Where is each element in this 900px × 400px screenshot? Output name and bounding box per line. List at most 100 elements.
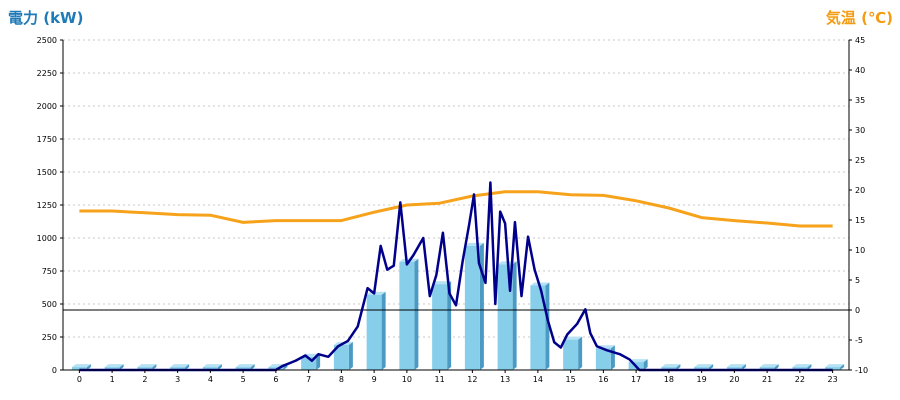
power-bar: [432, 281, 452, 370]
power-bar: [71, 364, 91, 370]
bar-front: [563, 339, 579, 370]
right-axis-title: 気温 (℃): [826, 9, 893, 27]
bar-top: [825, 364, 845, 368]
power-bar: [137, 364, 157, 370]
x-tick-label: 10: [402, 375, 412, 384]
power-bars: [71, 242, 845, 370]
bar-front: [464, 245, 480, 370]
bar-side: [185, 364, 190, 370]
right-tick-label: 5: [855, 276, 860, 285]
power-bar: [170, 364, 190, 370]
bar-side: [643, 359, 648, 370]
bar-front: [726, 367, 742, 370]
left-axis-title: 電力 (kW): [8, 9, 83, 27]
right-tick-label: -10: [855, 366, 868, 375]
bar-side: [414, 258, 419, 370]
power-bar: [399, 258, 419, 370]
power-bar: [497, 261, 517, 370]
power-bar: [202, 364, 222, 370]
bar-side: [348, 341, 353, 370]
left-tick-label: 1250: [37, 201, 57, 210]
power-bar: [694, 364, 714, 370]
right-tick-label: 45: [855, 36, 865, 45]
right-tick-label: 35: [855, 96, 865, 105]
x-tick-label: 0: [77, 375, 82, 384]
x-tick-label: 12: [467, 375, 477, 384]
x-tick-label: 11: [435, 375, 445, 384]
x-tick-label: 18: [664, 375, 674, 384]
x-tick-label: 21: [762, 375, 772, 384]
power-bar: [464, 242, 484, 370]
left-tick-label: 750: [42, 267, 57, 276]
bar-top: [104, 364, 124, 368]
power-bar: [726, 364, 746, 370]
bar-side: [676, 364, 681, 370]
axes: [62, 40, 850, 371]
x-tick-label: 5: [241, 375, 246, 384]
bar-side: [381, 291, 386, 370]
left-tick-label: 250: [42, 333, 57, 342]
power-bar: [104, 364, 124, 370]
x-tick-label: 4: [208, 375, 213, 384]
bar-side: [479, 242, 484, 370]
bar-top: [726, 364, 746, 368]
right-tick-label: 40: [855, 66, 865, 75]
x-tick-label: 1: [110, 375, 115, 384]
bar-front: [792, 367, 808, 370]
x-tick-label: 2: [142, 375, 147, 384]
bar-top: [235, 364, 255, 368]
power-bar: [333, 341, 353, 370]
bar-side: [840, 364, 845, 370]
x-axis-ticks: 0 1 2 3 4 5 6 7 8 9 10 11 12 13 14 15 16 17 18 19 20 21 22 23: [77, 370, 838, 384]
bar-front: [366, 294, 382, 370]
x-tick-label: 16: [598, 375, 608, 384]
right-tick-label: 15: [855, 216, 865, 225]
grid-lines: [63, 39, 849, 338]
bar-front: [694, 367, 710, 370]
bar-top: [202, 364, 222, 368]
right-tick-label: 30: [855, 126, 865, 135]
right-tick-label: 0: [855, 306, 860, 315]
power-bar: [530, 282, 550, 370]
bar-side: [119, 364, 124, 370]
bar-front: [661, 367, 677, 370]
bar-side: [250, 364, 255, 370]
bar-front: [235, 367, 251, 370]
x-tick-label: 14: [533, 375, 543, 384]
power-bar: [235, 364, 255, 370]
bar-top: [170, 364, 190, 368]
left-tick-label: 2250: [37, 69, 57, 78]
bar-side: [807, 364, 812, 370]
bar-top: [563, 336, 583, 340]
left-tick-label: 500: [42, 300, 57, 309]
x-tick-label: 23: [828, 375, 838, 384]
bar-side: [217, 364, 222, 370]
left-tick-label: 1000: [37, 234, 57, 243]
bar-front: [759, 367, 775, 370]
bar-front: [71, 367, 87, 370]
left-tick-label: 1500: [37, 168, 57, 177]
power-line: [79, 181, 833, 372]
x-tick-label: 19: [697, 375, 707, 384]
power-bar: [661, 364, 681, 370]
bar-front: [432, 284, 448, 370]
bar-top: [792, 364, 812, 368]
x-tick-label: 20: [729, 375, 739, 384]
bar-front: [595, 348, 611, 370]
power-bar: [563, 336, 583, 370]
series-lines: [79, 181, 833, 372]
bar-side: [447, 281, 452, 370]
bar-front: [399, 261, 415, 370]
bar-front: [104, 367, 120, 370]
bar-side: [316, 353, 321, 370]
bar-top: [137, 364, 157, 368]
power-bar: [792, 364, 812, 370]
right-axis-ticks: -10 -5 0 5 10 15 20 25 30 35 40 45: [849, 36, 868, 375]
bar-side: [152, 364, 157, 370]
left-tick-label: 1750: [37, 135, 57, 144]
left-axis-ticks: 0 250 500 750 1000 1250 1500 1750 2000 2250 2500: [37, 36, 63, 375]
right-tick-label: 10: [855, 246, 865, 255]
bar-front: [530, 285, 546, 370]
bar-top: [694, 364, 714, 368]
